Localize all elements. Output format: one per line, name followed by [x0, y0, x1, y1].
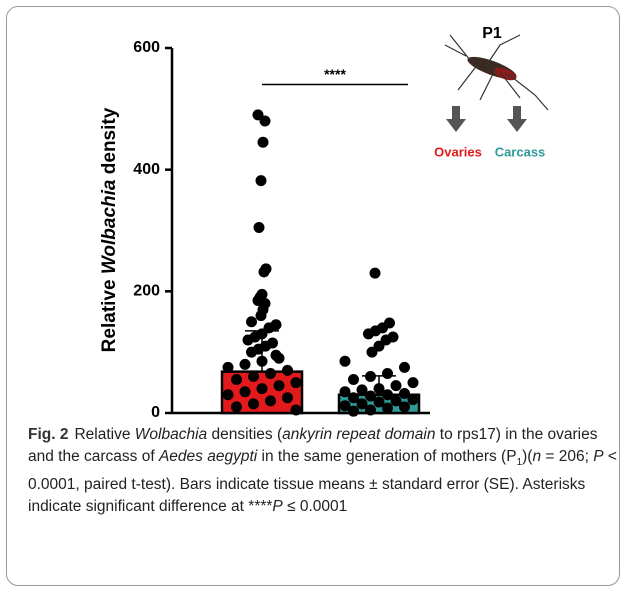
data-point: [339, 386, 351, 398]
data-point: [399, 388, 410, 400]
caption-text: to rps17) in the ovaries and the carcass…: [28, 426, 598, 465]
y-tick-label: 600: [133, 39, 160, 56]
caption-label: Fig. 2: [28, 426, 69, 443]
data-point: [399, 401, 410, 413]
x-tick-label: Ovaries: [229, 428, 295, 430]
y-title-part: Wolbachia: [99, 179, 120, 274]
caption-text: densities (: [207, 426, 283, 443]
data-point: [273, 380, 285, 392]
caption-text: = 206;: [541, 448, 594, 465]
data-point: [382, 402, 393, 414]
data-point: [366, 346, 378, 358]
caption-text: n: [532, 448, 542, 465]
y-tick-label: 0: [151, 404, 160, 421]
figure-frame: [6, 6, 620, 586]
caption-text: in the same generation of mothers (P: [257, 448, 517, 465]
data-point: [290, 377, 302, 389]
y-tick-label: 200: [133, 283, 160, 300]
data-point: [369, 267, 381, 279]
data-point: [222, 361, 234, 373]
data-point: [253, 221, 265, 233]
data-point: [348, 405, 359, 417]
data-point: [407, 377, 419, 389]
data-point: [390, 395, 402, 407]
inset-mosquito: [444, 34, 549, 111]
inset-title: P1: [482, 25, 502, 42]
data-point: [239, 358, 251, 370]
data-point: [239, 386, 251, 398]
data-point: [282, 364, 293, 376]
data-point: [365, 404, 376, 416]
data-point: [265, 367, 276, 379]
data-point: [348, 374, 359, 386]
data-point: [246, 316, 257, 328]
data-point: [282, 392, 293, 404]
data-point: [255, 310, 267, 322]
data-point: [365, 390, 376, 402]
caption-text: 1: [516, 457, 523, 469]
caption-text: )(: [522, 448, 533, 465]
data-point: [257, 136, 269, 148]
x-tick-label: Carcass: [344, 428, 414, 430]
y-title-part: density: [99, 107, 120, 179]
data-point: [399, 361, 410, 373]
data-point: [290, 404, 302, 416]
data-point: [390, 380, 402, 392]
data-point: [382, 389, 393, 401]
caption-text: < 0.0001, paired t-test). Bars indicate …: [28, 448, 617, 516]
data-point: [407, 394, 419, 406]
data-point: [255, 175, 267, 187]
data-point: [231, 374, 242, 386]
data-point: [231, 401, 242, 413]
y-title-part: Relative: [99, 274, 120, 352]
y-axis-title: Relative Wolbachia density: [99, 107, 120, 352]
data-point: [242, 334, 254, 346]
caption-text: Relative: [74, 426, 135, 443]
caption-text: ≤ 0.0001: [282, 498, 348, 516]
caption-text: Wolbachia: [134, 426, 208, 443]
caption: Fig. 2 Relative Wolbachia densities (anky…: [28, 424, 618, 518]
data-point: [246, 346, 257, 358]
data-point: [339, 400, 351, 412]
data-point: [248, 371, 259, 382]
data-point: [373, 396, 385, 408]
data-point: [356, 398, 368, 410]
significance-label: ****: [324, 66, 346, 82]
data-point: [248, 398, 259, 410]
data-point: [356, 384, 368, 396]
caption-text: ankyrin repeat domain: [282, 426, 436, 443]
data-point: [273, 352, 285, 364]
data-point: [259, 115, 271, 127]
data-point: [258, 266, 270, 278]
inset-label: Ovaries: [434, 144, 482, 159]
data-point: [363, 328, 374, 340]
inset-label: Carcass: [495, 144, 546, 159]
data-point: [256, 383, 268, 395]
y-tick-label: 400: [133, 161, 160, 178]
caption-text: Aedes aegypti: [158, 448, 258, 465]
data-point: [348, 392, 359, 404]
inset-arrows: [446, 106, 527, 132]
data-point: [222, 389, 234, 401]
data-point: [265, 395, 276, 407]
caption-text: P: [593, 448, 604, 465]
data-point: [339, 355, 351, 367]
caption-text: P: [272, 498, 283, 516]
data-point: [382, 367, 393, 379]
chart: Relative Wolbachia density P1 0 200 400 600…: [99, 25, 549, 430]
